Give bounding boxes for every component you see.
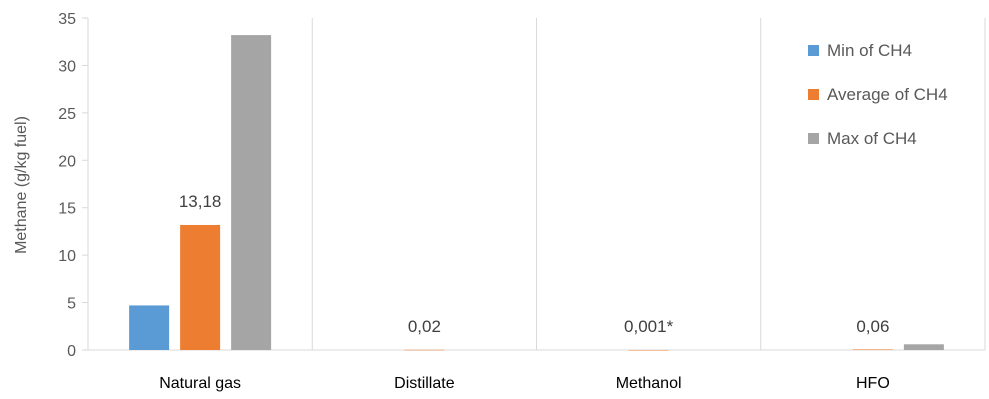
y-tick-label: 15 (58, 201, 76, 218)
data-label-natural-gas: 13,18 (179, 192, 222, 211)
legend-label: Average of CH4 (827, 85, 948, 104)
y-axis-label: Methane (g/kg fuel) (13, 116, 30, 254)
y-axis: 0 5 10 15 20 25 30 35 (58, 11, 88, 360)
x-tick-label: HFO (856, 375, 890, 392)
bar-max-of-ch4-hfo (903, 344, 944, 350)
legend: Min of CH4 Average of CH4 Max of CH4 (795, 34, 975, 170)
x-tick-label: Methanol (616, 375, 682, 392)
x-axis: Natural gas Distillate Methanol HFO (159, 375, 890, 392)
legend-swatch (808, 133, 819, 144)
y-tick-label: 20 (58, 153, 76, 170)
x-tick-label: Distillate (394, 375, 455, 392)
data-label-hfo: 0,06 (856, 317, 889, 336)
y-tick-label: 30 (58, 58, 76, 75)
legend-label: Min of CH4 (827, 41, 912, 60)
data-labels: 13,18 0,02 0,001* 0,06 (179, 192, 890, 336)
y-tick-label: 10 (58, 248, 76, 265)
data-label-methanol: 0,001* (624, 317, 674, 336)
y-tick-label: 35 (58, 11, 76, 28)
bar-average-of-ch4-distillate (404, 349, 445, 351)
y-tick-label: 5 (67, 296, 76, 313)
bar-average-of-ch4-natural-gas (180, 224, 221, 350)
bars (129, 35, 944, 351)
bar-min-of-ch4-natural-gas (129, 305, 170, 350)
legend-background (795, 34, 975, 170)
legend-swatch (808, 89, 819, 100)
bar-average-of-ch4-methanol (628, 349, 669, 351)
bar-max-of-ch4-natural-gas (231, 35, 272, 351)
y-tick-label: 0 (67, 343, 76, 360)
data-label-distillate: 0,02 (408, 317, 441, 336)
legend-swatch (808, 45, 819, 56)
bar-average-of-ch4-hfo (852, 349, 893, 350)
y-tick-label: 25 (58, 106, 76, 123)
legend-label: Max of CH4 (827, 129, 917, 148)
x-tick-label: Natural gas (159, 375, 241, 392)
